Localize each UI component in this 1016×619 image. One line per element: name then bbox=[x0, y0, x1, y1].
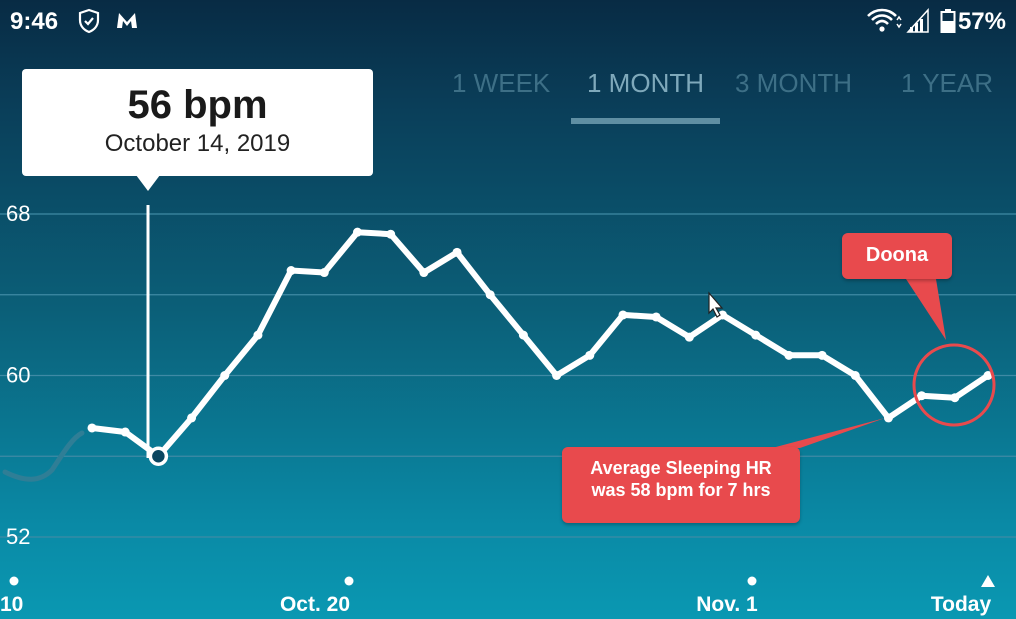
data-point[interactable] bbox=[552, 371, 562, 380]
y-tick-label: 68 bbox=[6, 201, 30, 226]
x-tick-label: Oct. 20 bbox=[280, 593, 350, 616]
previous-period-line bbox=[2, 430, 85, 482]
malwarebytes-icon bbox=[117, 13, 137, 28]
data-point[interactable] bbox=[319, 268, 329, 278]
wifi-icon bbox=[867, 8, 902, 32]
data-point[interactable] bbox=[286, 266, 296, 276]
mouse-cursor-icon bbox=[708, 291, 724, 318]
data-point[interactable] bbox=[917, 391, 927, 401]
x-tick-marker bbox=[747, 576, 757, 586]
tooltip-date: October 14, 2019 bbox=[104, 130, 291, 157]
series-line-heart-rate bbox=[89, 229, 991, 460]
status-time: 9:46 bbox=[10, 8, 59, 35]
data-point[interactable] bbox=[850, 371, 860, 380]
x-tick-marker bbox=[344, 576, 354, 586]
tooltip-value: 56 bpm bbox=[127, 83, 268, 127]
x-tick-marker bbox=[9, 576, 19, 586]
active-tab-indicator bbox=[571, 118, 720, 124]
data-point[interactable] bbox=[950, 393, 960, 403]
data-point[interactable] bbox=[518, 330, 528, 340]
data-point[interactable] bbox=[352, 227, 362, 237]
tab-3-month[interactable]: 3 MONTH bbox=[735, 68, 852, 98]
data-point[interactable] bbox=[784, 350, 794, 360]
data-point[interactable] bbox=[120, 427, 130, 437]
today-marker-icon bbox=[981, 575, 995, 587]
data-point[interactable] bbox=[817, 350, 827, 360]
selected-value-tooltip: 56 bpm October 14, 2019 bbox=[22, 69, 373, 176]
tab-1-year[interactable]: 1 YEAR bbox=[901, 68, 994, 98]
sleeping-hr-callout-line1: Average Sleeping HR bbox=[590, 458, 772, 478]
data-point[interactable] bbox=[751, 330, 761, 340]
data-point[interactable] bbox=[220, 371, 230, 380]
signal-icon bbox=[906, 8, 929, 33]
y-tick-label: 60 bbox=[6, 363, 30, 388]
doona-highlight-circle bbox=[912, 343, 996, 427]
data-point[interactable] bbox=[883, 413, 893, 423]
data-point[interactable] bbox=[718, 310, 728, 320]
data-point[interactable] bbox=[386, 229, 396, 239]
x-tick-label: Nov. 1 bbox=[696, 593, 758, 616]
battery-icon bbox=[940, 9, 956, 33]
doona-callout: Doona bbox=[842, 233, 952, 279]
sleep-callout-pointer bbox=[772, 418, 885, 448]
shield-icon bbox=[78, 8, 100, 34]
highlighted-data-point[interactable] bbox=[148, 446, 169, 466]
data-point[interactable] bbox=[684, 332, 694, 342]
battery-percent: 57% bbox=[957, 8, 1006, 35]
doona-callout-pointer bbox=[906, 279, 946, 340]
data-point[interactable] bbox=[485, 290, 495, 300]
data-point[interactable] bbox=[87, 423, 97, 433]
data-point[interactable] bbox=[585, 350, 595, 360]
data-point[interactable] bbox=[419, 268, 429, 278]
sleeping-hr-callout-line2: was 58 bpm for 7 hrs bbox=[591, 480, 771, 500]
sleeping-hr-callout: Average Sleeping HR was 58 bpm for 7 hrs bbox=[562, 447, 800, 523]
y-tick-label: 52 bbox=[6, 524, 30, 549]
tab-1-week[interactable]: 1 WEEK bbox=[452, 68, 551, 98]
data-point[interactable] bbox=[187, 413, 197, 423]
tooltip-pointer bbox=[136, 175, 160, 191]
data-point[interactable] bbox=[983, 371, 993, 380]
data-point[interactable] bbox=[651, 312, 661, 322]
status-bar: 9:46 57% bbox=[0, 0, 1016, 44]
data-point[interactable] bbox=[253, 330, 263, 340]
data-point[interactable] bbox=[452, 247, 462, 257]
data-point[interactable] bbox=[618, 310, 628, 320]
range-tabs: 1 WEEK 1 MONTH 3 MONTH 1 YEAR bbox=[430, 60, 1016, 130]
x-tick-label: Today bbox=[931, 593, 992, 616]
tab-1-month[interactable]: 1 MONTH bbox=[587, 68, 704, 98]
x-tick-label: 10 bbox=[0, 593, 23, 616]
